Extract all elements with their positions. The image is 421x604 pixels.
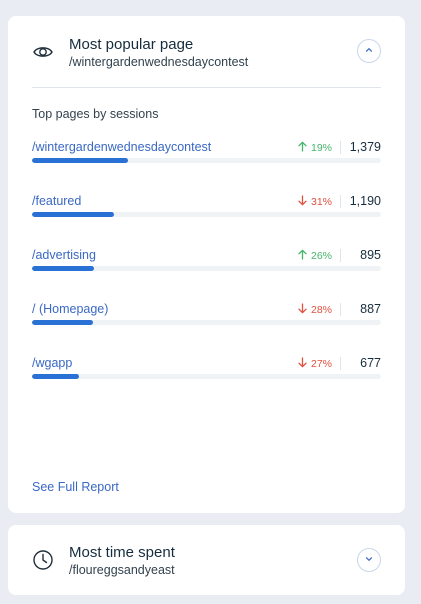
row-separator (340, 141, 341, 154)
expand-button[interactable] (357, 548, 381, 572)
change-indicator: 27% (298, 356, 332, 371)
card-header: Most popular page /wintergardenwednesday… (8, 16, 405, 88)
progress-track (32, 212, 381, 217)
progress-fill (32, 158, 128, 163)
row-separator (340, 195, 341, 208)
most-popular-page-card: Most popular page /wintergardenwednesday… (8, 16, 405, 513)
sessions-value: 895 (360, 248, 381, 262)
section-title: Top pages by sessions (32, 107, 159, 121)
row-separator (340, 303, 341, 316)
chevron-up-icon (364, 42, 374, 60)
page-link[interactable]: / (Homepage) (32, 302, 109, 316)
change-indicator: 31% (298, 194, 332, 209)
progress-track (32, 320, 381, 325)
page-link[interactable]: /featured (32, 194, 82, 208)
header-divider (32, 87, 381, 88)
arrow-up-icon (298, 141, 307, 155)
list-item: /wintergardenwednesdaycontest 19% 1,379 (32, 140, 381, 194)
change-value: 28% (310, 303, 332, 316)
progress-fill (32, 374, 79, 379)
change-indicator: 19% (298, 140, 332, 155)
progress-fill (32, 212, 115, 217)
row-separator (340, 249, 341, 262)
most-time-spent-card: Most time spent /floureggsandyeast (8, 525, 405, 595)
sessions-value: 1,379 (349, 140, 381, 154)
see-full-report-link[interactable]: See Full Report (32, 480, 119, 494)
arrow-down-icon (298, 194, 307, 209)
change-value: 26% (310, 249, 332, 262)
page-link[interactable]: /wintergardenwednesdaycontest (32, 140, 212, 154)
change-value: 27% (310, 357, 332, 370)
arrow-down-icon (298, 302, 307, 317)
progress-track (32, 266, 381, 271)
progress-fill (32, 320, 94, 325)
page-link[interactable]: /advertising (32, 248, 96, 262)
change-indicator: 26% (298, 248, 332, 263)
card-title: Most popular page (69, 36, 194, 53)
row-separator (340, 357, 341, 370)
change-value: 31% (310, 195, 332, 208)
card-title: Most time spent (69, 544, 175, 561)
change-indicator: 28% (298, 302, 332, 317)
list-item: /featured 31% 1,190 (32, 194, 381, 248)
list-item: /advertising 26% 895 (32, 248, 381, 302)
card-subtitle: /floureggsandyeast (69, 563, 175, 577)
list-item: /wgapp 27% 677 (32, 356, 381, 410)
chevron-down-icon (364, 551, 374, 569)
arrow-up-icon (298, 249, 307, 263)
progress-fill (32, 266, 95, 271)
progress-track (32, 374, 381, 379)
change-value: 19% (310, 141, 332, 154)
clock-icon (32, 549, 54, 571)
top-pages-list: /wintergardenwednesdaycontest 19% 1,379 … (32, 140, 381, 410)
sessions-value: 887 (360, 302, 381, 316)
sessions-value: 677 (360, 356, 381, 370)
list-item: / (Homepage) 28% 887 (32, 302, 381, 356)
progress-track (32, 158, 381, 163)
arrow-down-icon (298, 356, 307, 371)
sessions-value: 1,190 (349, 194, 381, 208)
card-subtitle: /wintergardenwednesdaycontest (69, 55, 249, 69)
collapse-button[interactable] (357, 39, 381, 63)
eye-icon (32, 41, 54, 63)
page-link[interactable]: /wgapp (32, 356, 73, 370)
